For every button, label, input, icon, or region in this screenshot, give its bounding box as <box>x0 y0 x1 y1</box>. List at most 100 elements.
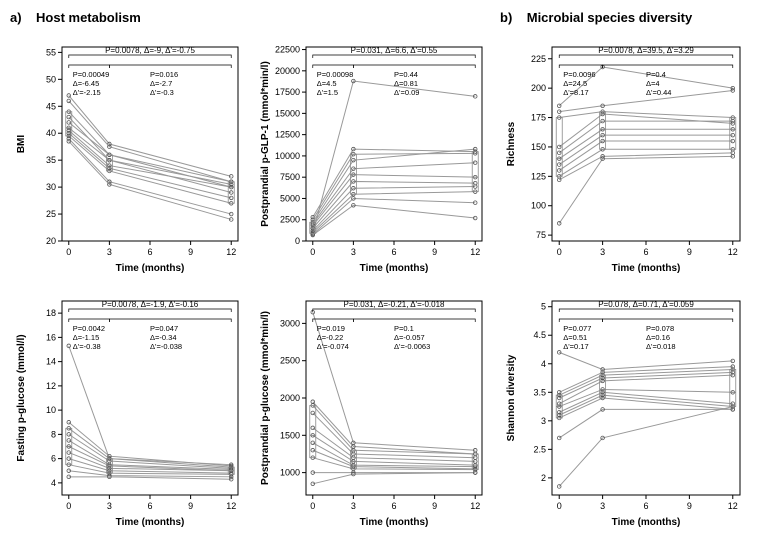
svg-text:100: 100 <box>531 201 546 211</box>
svg-text:Δ=4.5: Δ=4.5 <box>317 79 337 88</box>
svg-text:Δ'=-2.15: Δ'=-2.15 <box>73 88 101 97</box>
svg-text:55: 55 <box>46 47 56 57</box>
svg-text:3: 3 <box>541 416 546 426</box>
svg-text:Δ=4: Δ=4 <box>646 79 660 88</box>
svg-text:Δ=-1.15: Δ=-1.15 <box>73 333 99 342</box>
svg-text:12: 12 <box>728 501 738 511</box>
svg-text:P=0.078: P=0.078 <box>646 324 674 333</box>
svg-text:1000: 1000 <box>280 468 300 478</box>
svg-text:18: 18 <box>46 308 56 318</box>
section-a: a) Host metabolism 202530354045505503691… <box>10 10 492 531</box>
svg-text:P=0.031, Δ=-0.21, Δ'=-0.018: P=0.031, Δ=-0.21, Δ'=-0.018 <box>344 300 446 309</box>
panel-rich: 75100125150175200225036912Time (months)R… <box>500 29 750 277</box>
svg-text:6: 6 <box>391 247 396 257</box>
svg-text:P=0.44: P=0.44 <box>394 70 418 79</box>
svg-text:2500: 2500 <box>280 215 300 225</box>
panel-wrap-shan: 22.533.544.55036912Time (months)Shannon … <box>500 283 750 531</box>
svg-text:Richness: Richness <box>506 121 517 166</box>
svg-text:Δ=-2.7: Δ=-2.7 <box>150 79 172 88</box>
grid-a: 2025303540455055036912Time (months)BMIP=… <box>10 29 492 531</box>
svg-text:150: 150 <box>531 142 546 152</box>
svg-text:Δ'=-0.0063: Δ'=-0.0063 <box>394 342 430 351</box>
svg-text:2: 2 <box>541 473 546 483</box>
svg-text:Time (months): Time (months) <box>612 517 681 528</box>
svg-text:12500: 12500 <box>275 130 300 140</box>
svg-text:Fasting p-glucose (mmol/l): Fasting p-glucose (mmol/l) <box>16 334 27 461</box>
svg-text:9: 9 <box>432 501 437 511</box>
svg-text:12: 12 <box>46 381 56 391</box>
svg-text:2.5: 2.5 <box>533 444 546 454</box>
svg-text:4.5: 4.5 <box>533 330 546 340</box>
svg-text:9: 9 <box>687 247 692 257</box>
svg-text:9: 9 <box>188 247 193 257</box>
section-b-label: b) <box>500 10 512 25</box>
panel-shan: 22.533.544.55036912Time (months)Shannon … <box>500 283 750 531</box>
svg-text:3: 3 <box>600 247 605 257</box>
svg-text:17500: 17500 <box>275 87 300 97</box>
svg-text:P=0.0078, Δ=-9, Δ'=-0.75: P=0.0078, Δ=-9, Δ'=-0.75 <box>105 46 195 55</box>
svg-text:40: 40 <box>46 128 56 138</box>
svg-text:Δ'=-0.38: Δ'=-0.38 <box>73 342 101 351</box>
svg-text:200: 200 <box>531 83 546 93</box>
svg-text:30: 30 <box>46 182 56 192</box>
svg-text:125: 125 <box>531 171 546 181</box>
svg-text:3.5: 3.5 <box>533 387 546 397</box>
svg-text:P=0.031, Δ=6.6, Δ'=0.55: P=0.031, Δ=6.6, Δ'=0.55 <box>351 46 438 55</box>
svg-text:20000: 20000 <box>275 66 300 76</box>
svg-text:50: 50 <box>46 74 56 84</box>
svg-text:P=0.0042: P=0.0042 <box>73 324 105 333</box>
svg-text:0: 0 <box>557 247 562 257</box>
svg-text:6: 6 <box>147 501 152 511</box>
svg-text:4: 4 <box>51 478 56 488</box>
svg-text:0: 0 <box>310 247 315 257</box>
svg-text:Δ'=-0.038: Δ'=-0.038 <box>150 342 182 351</box>
svg-text:35: 35 <box>46 155 56 165</box>
svg-text:16: 16 <box>46 332 56 342</box>
svg-text:2500: 2500 <box>280 356 300 366</box>
svg-text:25: 25 <box>46 209 56 219</box>
svg-text:14: 14 <box>46 357 56 367</box>
svg-text:45: 45 <box>46 101 56 111</box>
svg-text:P=0.00049: P=0.00049 <box>73 70 110 79</box>
svg-text:9: 9 <box>188 501 193 511</box>
svg-text:P=0.078, Δ=0.71, Δ'=0.059: P=0.078, Δ=0.71, Δ'=0.059 <box>598 300 694 309</box>
svg-text:7500: 7500 <box>280 172 300 182</box>
svg-text:Δ=0.16: Δ=0.16 <box>646 333 670 342</box>
section-b: b) Microbial species diversity 751001251… <box>500 10 750 531</box>
svg-text:75: 75 <box>536 230 546 240</box>
svg-text:Δ'=0.44: Δ'=0.44 <box>646 88 671 97</box>
svg-text:P=0.019: P=0.019 <box>317 324 345 333</box>
svg-text:Time (months): Time (months) <box>360 263 429 274</box>
svg-text:P=0.0078, Δ=39.5, Δ'=3.29: P=0.0078, Δ=39.5, Δ'=3.29 <box>598 46 694 55</box>
svg-text:0: 0 <box>310 501 315 511</box>
svg-text:12: 12 <box>226 247 236 257</box>
figure-root: a) Host metabolism 202530354045505503691… <box>10 10 768 531</box>
svg-text:6: 6 <box>391 501 396 511</box>
svg-text:9: 9 <box>687 501 692 511</box>
svg-text:5: 5 <box>541 302 546 312</box>
svg-text:Δ'=0.17: Δ'=0.17 <box>563 342 588 351</box>
svg-text:6: 6 <box>147 247 152 257</box>
panel-wrap-glp1: 0250050007500100001250015000175002000022… <box>254 29 492 277</box>
panel-fpg: 4681012141618036912Time (months)Fasting … <box>10 283 248 531</box>
svg-text:P=0.047: P=0.047 <box>150 324 178 333</box>
svg-text:0: 0 <box>66 247 71 257</box>
panel-glp1: 0250050007500100001250015000175002000022… <box>254 29 492 277</box>
section-b-text: Microbial species diversity <box>527 10 692 25</box>
svg-text:Δ'=0.018: Δ'=0.018 <box>646 342 676 351</box>
svg-text:Δ'=0.09: Δ'=0.09 <box>394 88 419 97</box>
svg-text:P=0.4: P=0.4 <box>646 70 666 79</box>
svg-text:Time (months): Time (months) <box>360 517 429 528</box>
svg-text:12: 12 <box>470 247 480 257</box>
svg-text:3: 3 <box>600 501 605 511</box>
panel-wrap-fpg: 4681012141618036912Time (months)Fasting … <box>10 283 248 531</box>
svg-text:Postprandial p-GLP-1 (mmol*min: Postprandial p-GLP-1 (mmol*min/l) <box>260 61 271 227</box>
svg-text:22500: 22500 <box>275 45 300 55</box>
svg-text:0: 0 <box>295 236 300 246</box>
svg-text:6: 6 <box>51 454 56 464</box>
svg-text:P=0.0096: P=0.0096 <box>563 70 595 79</box>
svg-text:Δ=0.81: Δ=0.81 <box>394 79 418 88</box>
panel-wrap-rich: 75100125150175200225036912Time (months)R… <box>500 29 750 277</box>
svg-text:225: 225 <box>531 54 546 64</box>
svg-text:BMI: BMI <box>16 135 27 154</box>
